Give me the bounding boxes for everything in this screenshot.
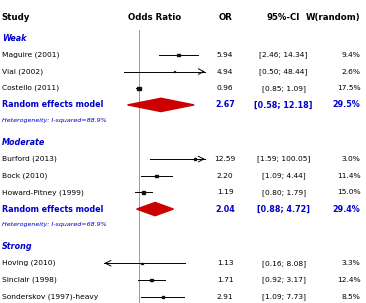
Text: Heterogeneity: I-squared=68.9%: Heterogeneity: I-squared=68.9%	[2, 222, 107, 227]
Text: 0.96: 0.96	[217, 85, 234, 91]
Text: [1.59; 100.05]: [1.59; 100.05]	[257, 156, 310, 162]
Text: 3.3%: 3.3%	[342, 260, 361, 266]
FancyBboxPatch shape	[173, 71, 175, 72]
Text: [1.09; 7.73]: [1.09; 7.73]	[262, 293, 306, 300]
Text: OR: OR	[218, 13, 232, 22]
Text: Sonderskov (1997)-heavy: Sonderskov (1997)-heavy	[2, 293, 98, 300]
Text: [0.58; 12.18]: [0.58; 12.18]	[254, 100, 313, 109]
Text: Costello (2011): Costello (2011)	[2, 85, 59, 92]
Text: Sinclair (1998): Sinclair (1998)	[2, 277, 57, 283]
Text: Burford (2013): Burford (2013)	[2, 156, 57, 162]
Text: Maguire (2001): Maguire (2001)	[2, 52, 59, 58]
Text: W(random): W(random)	[306, 13, 361, 22]
Text: 1.71: 1.71	[217, 277, 234, 283]
Text: 2.91: 2.91	[217, 294, 234, 300]
Text: Vial (2002): Vial (2002)	[2, 68, 43, 75]
Text: [0.16; 8.08]: [0.16; 8.08]	[262, 260, 306, 267]
Text: [0.92; 3.17]: [0.92; 3.17]	[262, 277, 306, 283]
Text: 2.04: 2.04	[215, 205, 235, 214]
Text: 1.19: 1.19	[217, 189, 234, 195]
Text: 8.5%: 8.5%	[341, 294, 361, 300]
Text: Strong: Strong	[2, 242, 33, 251]
Text: 2.67: 2.67	[215, 100, 235, 109]
Text: 9.4%: 9.4%	[341, 52, 361, 58]
Text: 2.20: 2.20	[217, 173, 234, 179]
Text: 2.6%: 2.6%	[341, 68, 361, 75]
Text: 11.4%: 11.4%	[337, 173, 361, 179]
Text: Weak: Weak	[2, 34, 26, 43]
Text: 95%-CI: 95%-CI	[267, 13, 300, 22]
Text: Study: Study	[2, 13, 30, 22]
Text: 3.0%: 3.0%	[341, 156, 361, 162]
Text: [2.46; 14.34]: [2.46; 14.34]	[259, 52, 308, 58]
FancyBboxPatch shape	[194, 158, 196, 160]
Text: 12.4%: 12.4%	[337, 277, 361, 283]
Text: 29.4%: 29.4%	[333, 205, 361, 214]
Text: 29.5%: 29.5%	[333, 100, 361, 109]
Text: [0.80; 1.79]: [0.80; 1.79]	[262, 189, 306, 196]
Text: [0.85; 1.09]: [0.85; 1.09]	[262, 85, 306, 92]
Text: 12.59: 12.59	[214, 156, 236, 162]
Text: Howard-Pitney (1999): Howard-Pitney (1999)	[2, 189, 84, 196]
FancyBboxPatch shape	[137, 87, 141, 90]
FancyBboxPatch shape	[155, 175, 158, 177]
FancyBboxPatch shape	[141, 263, 143, 264]
FancyBboxPatch shape	[150, 278, 153, 281]
FancyBboxPatch shape	[142, 191, 145, 194]
Text: 17.5%: 17.5%	[337, 85, 361, 91]
Text: 1.13: 1.13	[217, 260, 234, 266]
Text: Heterogeneity: I-squared=88.9%: Heterogeneity: I-squared=88.9%	[2, 118, 107, 123]
Text: Odds Ratio: Odds Ratio	[128, 13, 181, 22]
FancyBboxPatch shape	[161, 295, 164, 298]
Polygon shape	[128, 98, 194, 112]
Text: [0.88; 4.72]: [0.88; 4.72]	[257, 205, 310, 214]
Text: 4.94: 4.94	[217, 68, 233, 75]
Polygon shape	[137, 202, 173, 216]
Text: [1.09; 4.44]: [1.09; 4.44]	[262, 172, 306, 179]
Text: Bock (2010): Bock (2010)	[2, 172, 47, 179]
Text: Random effects model: Random effects model	[2, 205, 103, 214]
Text: 5.94: 5.94	[217, 52, 233, 58]
Text: [0.50; 48.44]: [0.50; 48.44]	[259, 68, 308, 75]
Text: Hoving (2010): Hoving (2010)	[2, 260, 55, 266]
Text: Moderate: Moderate	[2, 138, 45, 147]
Text: Random effects model: Random effects model	[2, 100, 103, 109]
Text: 15.0%: 15.0%	[337, 189, 361, 195]
FancyBboxPatch shape	[177, 54, 180, 56]
